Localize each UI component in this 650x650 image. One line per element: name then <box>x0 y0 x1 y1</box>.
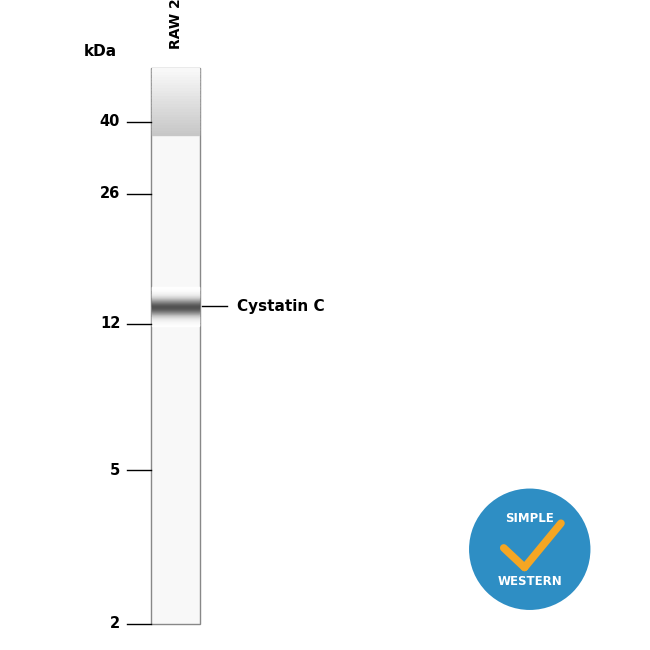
Bar <box>152 118 199 122</box>
Bar <box>152 68 199 71</box>
Bar <box>152 129 199 132</box>
Text: kDa: kDa <box>84 44 117 58</box>
Text: WESTERN: WESTERN <box>497 575 562 588</box>
Bar <box>152 97 199 100</box>
Bar <box>152 113 199 116</box>
Bar <box>152 73 199 76</box>
Text: SIMPLE: SIMPLE <box>506 512 554 525</box>
Bar <box>152 81 199 84</box>
Bar <box>152 131 199 135</box>
FancyBboxPatch shape <box>151 68 200 624</box>
Bar <box>152 124 199 127</box>
Circle shape <box>468 488 592 611</box>
Bar <box>152 89 199 92</box>
Bar <box>152 99 199 103</box>
Text: RAW 264.7: RAW 264.7 <box>168 0 183 49</box>
Text: 12: 12 <box>100 316 120 331</box>
Bar <box>152 86 199 90</box>
Bar <box>152 116 199 119</box>
Text: Cystatin C: Cystatin C <box>237 299 325 314</box>
Text: 40: 40 <box>100 114 120 129</box>
Bar <box>152 94 199 98</box>
Bar <box>152 111 199 114</box>
Bar <box>152 126 199 129</box>
Bar <box>152 105 199 109</box>
Text: 2: 2 <box>110 616 120 632</box>
Bar <box>152 102 199 105</box>
Bar <box>152 108 199 111</box>
Bar <box>152 121 199 124</box>
Bar <box>152 78 199 82</box>
Bar <box>152 70 199 73</box>
Bar <box>152 75 199 79</box>
Text: 26: 26 <box>100 187 120 202</box>
Bar <box>152 92 199 95</box>
Text: © 2014: © 2014 <box>580 593 605 598</box>
Bar <box>152 84 199 87</box>
Text: 5: 5 <box>110 463 120 478</box>
